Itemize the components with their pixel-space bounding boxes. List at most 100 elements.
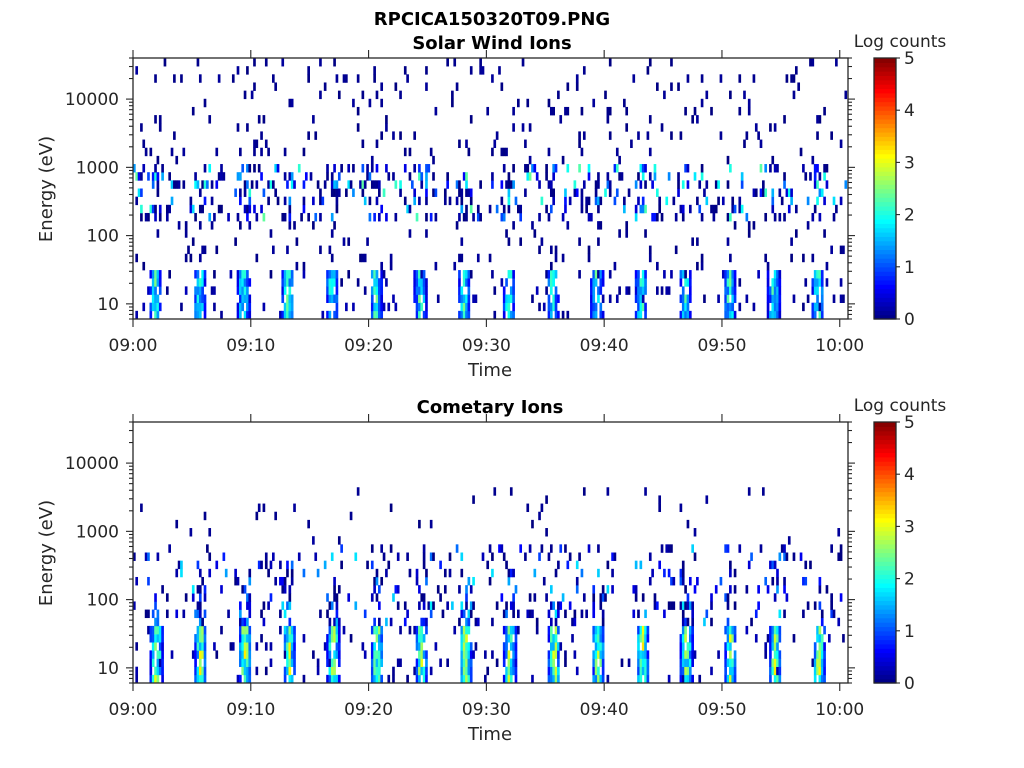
colorbar-segment xyxy=(874,149,896,155)
spectrogram-cell xyxy=(370,666,374,676)
spectrogram-cell xyxy=(575,560,579,570)
spectrogram-cell xyxy=(597,666,600,676)
spectrogram-cell xyxy=(243,310,247,320)
spectrogram-cell xyxy=(528,155,532,165)
spectrogram-cell xyxy=(769,674,772,684)
spectrogram-cell xyxy=(375,90,379,100)
spectrogram-cell xyxy=(375,658,379,667)
spectrogram-cell xyxy=(222,172,226,181)
spectrogram-cell xyxy=(592,634,596,643)
colorbar-segment xyxy=(874,214,896,220)
spectrogram-cell xyxy=(255,212,259,222)
spectrogram-cell xyxy=(330,180,334,189)
spectrogram-cell xyxy=(184,229,188,238)
spectrogram-cell xyxy=(418,674,421,684)
colorbar-segment xyxy=(874,127,896,133)
spectrogram-cell xyxy=(420,270,424,279)
colorbar-segment xyxy=(874,500,896,506)
spectrogram-cell xyxy=(686,180,690,189)
spectrogram-cell xyxy=(514,674,518,684)
spectrogram-cell xyxy=(813,204,817,214)
spectrogram-cell xyxy=(564,106,567,116)
spectrogram-cell xyxy=(248,204,252,214)
spectrogram-cell xyxy=(540,196,544,206)
spectrogram-cell xyxy=(476,253,480,263)
spectrogram-cell xyxy=(418,294,421,303)
spectrogram-cell xyxy=(820,634,824,643)
spectrogram-cell xyxy=(743,90,746,100)
spectrogram-cell xyxy=(580,568,584,578)
spectrogram-cell xyxy=(316,568,320,578)
spectrogram-cell xyxy=(512,221,515,230)
spectrogram-cell xyxy=(241,286,245,295)
spectrogram-cell xyxy=(337,674,341,684)
spectrogram-cell xyxy=(507,650,511,659)
spectrogram-cell xyxy=(335,609,339,619)
colorbar-segment xyxy=(874,600,896,606)
spectrogram-cell xyxy=(359,253,362,263)
spectrogram-cell xyxy=(547,278,551,287)
spectrogram-cell xyxy=(594,634,598,643)
spectrogram-cell xyxy=(460,568,464,578)
spectrogram-cell xyxy=(382,552,386,561)
spectrogram-cell xyxy=(733,674,737,684)
spectrogram-cell xyxy=(764,164,768,173)
spectrogram-cell xyxy=(747,560,751,570)
spectrogram-cell xyxy=(545,270,548,279)
spectrogram-cell xyxy=(731,294,735,303)
colorbar-segment xyxy=(874,574,896,580)
colorbar-segment xyxy=(874,513,896,519)
spectrogram-cell xyxy=(184,221,188,230)
spectrogram-cell xyxy=(538,302,541,312)
spectrogram-cell xyxy=(158,270,162,279)
spectrogram-cell xyxy=(140,204,143,214)
spectrogram-cell xyxy=(691,609,694,619)
spectrogram-cell xyxy=(764,212,768,222)
spectrogram-cell xyxy=(293,503,296,513)
spectrogram-cell xyxy=(380,270,384,279)
spectrogram-cell xyxy=(399,658,402,667)
spectrogram-cell xyxy=(507,204,511,214)
spectrogram-cell xyxy=(264,552,268,561)
spectrogram-cell xyxy=(290,278,294,287)
spectrogram-cell xyxy=(686,74,690,83)
spectrogram-cell xyxy=(352,188,355,197)
colorbar-tick-label: 2 xyxy=(904,206,915,226)
spectrogram-cell xyxy=(170,180,174,189)
spectrogram-cell xyxy=(648,58,652,67)
spectrogram-cell xyxy=(509,674,513,684)
spectrogram-cell xyxy=(820,666,824,676)
spectrogram-cell xyxy=(281,270,285,279)
spectrogram-cell xyxy=(323,180,327,189)
spectrogram-cell xyxy=(135,310,139,320)
spectrogram-cell xyxy=(198,74,202,83)
spectrogram-cell xyxy=(710,106,713,116)
spectrogram-cell xyxy=(158,286,162,295)
spectrogram-cell xyxy=(333,658,336,667)
spectrogram-cell xyxy=(771,666,775,676)
solar-wind-x-label: Time xyxy=(467,360,512,381)
spectrogram-cell xyxy=(549,601,553,610)
spectrogram-cell xyxy=(227,212,230,222)
spectrogram-cell xyxy=(420,634,424,643)
spectrogram-cell xyxy=(835,204,838,214)
spectrogram-cell xyxy=(604,188,607,197)
spectrogram-cell xyxy=(425,650,428,659)
spectrogram-cell xyxy=(177,560,181,570)
spectrogram-cell xyxy=(198,666,202,676)
spectrogram-cell xyxy=(415,212,419,222)
spectrogram-cell xyxy=(408,568,412,578)
spectrogram-cell xyxy=(429,147,433,157)
spectrogram-cell xyxy=(601,270,605,279)
spectrogram-cell xyxy=(818,585,822,594)
spectrogram-cell xyxy=(613,261,617,271)
spectrogram-cell xyxy=(458,270,461,279)
spectrogram-cell xyxy=(272,180,275,189)
spectrogram-cell xyxy=(312,221,315,230)
solar-wind-axes: 09:00 09:10 09:20 09:30 09:40 09:50 10:0010100… xyxy=(65,50,864,356)
spectrogram-cell xyxy=(599,310,603,320)
colorbar-segment xyxy=(874,192,896,198)
spectrogram-cell xyxy=(342,237,346,246)
colorbar-segment xyxy=(874,284,896,290)
spectrogram-cell xyxy=(418,196,421,206)
